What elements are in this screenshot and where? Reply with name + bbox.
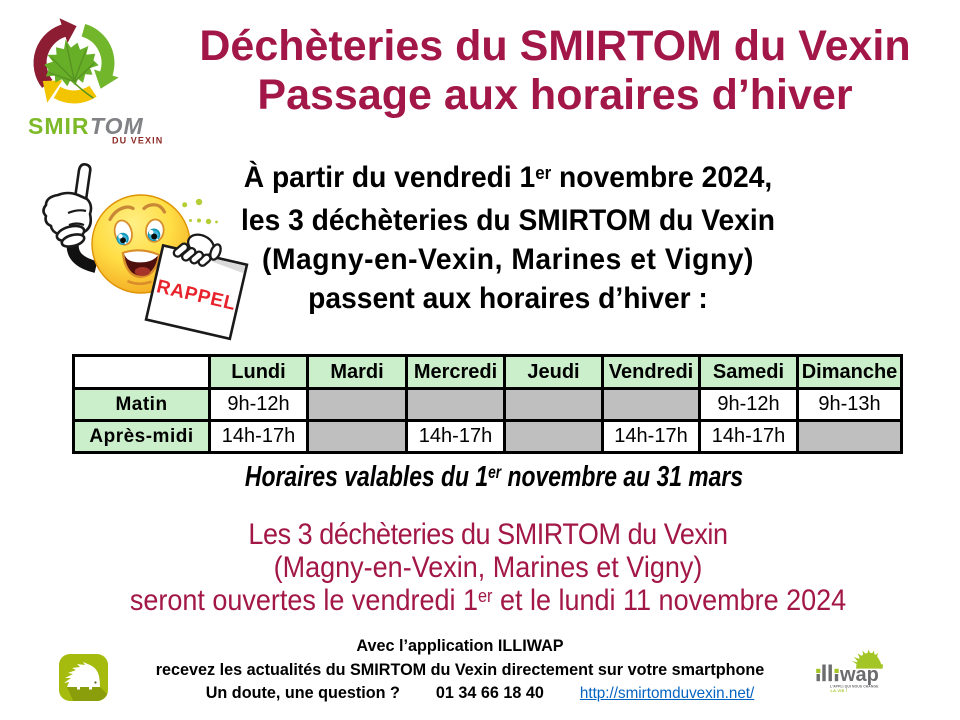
svg-text:wap: wap xyxy=(839,664,879,686)
svg-text:DU VEXIN: DU VEXIN xyxy=(112,136,163,146)
svg-text:L'APPLI QUI NOUS CHANGE: L'APPLI QUI NOUS CHANGE xyxy=(830,684,879,688)
svg-text:SMIR: SMIR xyxy=(28,113,90,139)
svg-text:TOM: TOM xyxy=(90,113,144,139)
svg-text:LA VIE !: LA VIE ! xyxy=(831,688,848,693)
